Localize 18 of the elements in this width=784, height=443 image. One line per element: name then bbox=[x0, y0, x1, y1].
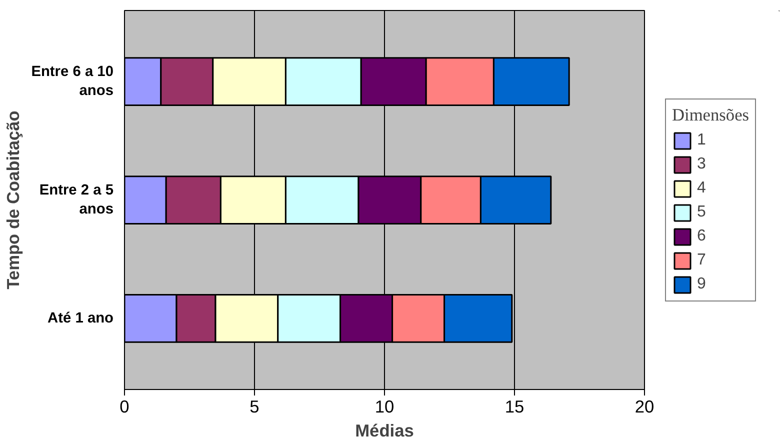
y-tick-label: Entre 2 a 5 anos bbox=[39, 182, 114, 218]
legend-label: 3 bbox=[697, 155, 707, 173]
y-tick-label: Até 1 ano bbox=[48, 310, 114, 326]
legend-label: 9 bbox=[697, 275, 707, 293]
x-tick-label: 0 bbox=[120, 396, 130, 416]
x-tick-label: 20 bbox=[634, 396, 654, 416]
y-axis-title: Tempo de Coabitação bbox=[3, 110, 24, 290]
y-tick-label: Entre 6 a 10 anos bbox=[31, 64, 114, 100]
legend-label: 5 bbox=[697, 203, 707, 221]
legend-label: 6 bbox=[697, 227, 707, 245]
x-tick-label: 5 bbox=[250, 396, 260, 416]
x-tick-label: 10 bbox=[374, 396, 394, 416]
legend-label: 7 bbox=[697, 251, 707, 269]
legend-title: Dimensões bbox=[672, 105, 750, 125]
x-axis-title: Médias bbox=[355, 420, 414, 440]
legend-label: 4 bbox=[697, 179, 707, 197]
x-tick-label: 15 bbox=[504, 396, 524, 416]
legend-label: 1 bbox=[697, 131, 707, 149]
